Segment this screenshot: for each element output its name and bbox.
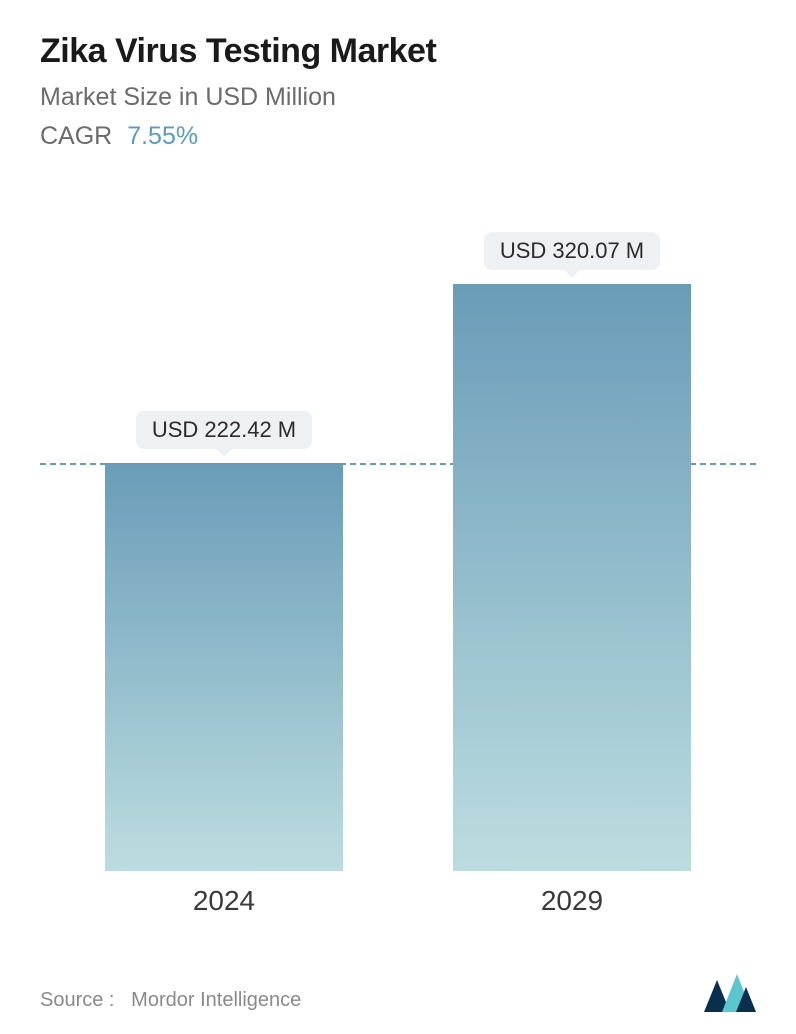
source-name: Mordor Intelligence <box>131 989 301 1011</box>
mordor-logo-icon <box>704 972 756 1012</box>
source-label: Source : <box>40 989 114 1011</box>
bars-container: USD 222.42 M USD 320.07 M <box>40 191 756 871</box>
footer: Source : Mordor Intelligence <box>40 972 756 1012</box>
value-pill: USD 222.42 M <box>136 411 312 449</box>
bar-2024 <box>105 463 343 871</box>
value-pill: USD 320.07 M <box>484 232 660 270</box>
x-axis-label: 2029 <box>453 885 691 917</box>
bar-2029 <box>453 284 691 871</box>
cagr-label: CAGR <box>40 122 112 150</box>
chart-subtitle: Market Size in USD Million <box>40 83 756 112</box>
cagr-value: 7.55% <box>127 122 198 150</box>
source-text: Source : Mordor Intelligence <box>40 989 301 1012</box>
cagr-row: CAGR 7.55% <box>40 122 756 151</box>
bar-group-2024: USD 222.42 M <box>105 411 343 871</box>
chart-area: USD 222.42 M USD 320.07 M <box>40 191 756 871</box>
page-title: Zika Virus Testing Market <box>40 32 756 71</box>
x-axis: 2024 2029 <box>40 885 756 917</box>
x-axis-label: 2024 <box>105 885 343 917</box>
bar-group-2029: USD 320.07 M <box>453 232 691 871</box>
